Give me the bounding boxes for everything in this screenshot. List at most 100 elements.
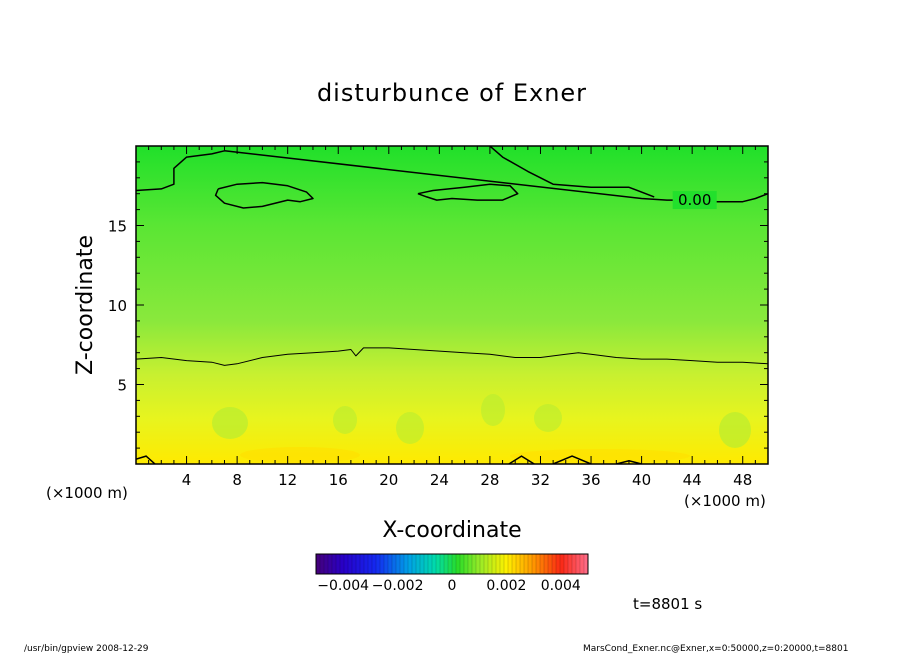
contour-line-bottom [508,455,535,464]
contour-line-bottom [552,455,592,464]
field-patch [333,406,357,434]
colorbar-cell [416,554,421,574]
colorbar-cell [352,554,357,574]
colorbar-cell [544,554,549,574]
colorbar-tick-label: −0.004 [317,578,369,594]
colorbar-cell [380,554,385,574]
colorbar-cell [340,554,345,574]
colorbar-cell [564,554,569,574]
colorbar-cell [472,554,477,574]
colorbar-cell [432,554,437,574]
y-axis-label: Z-coordinate [73,235,98,375]
colorbar-cell [488,554,493,574]
colorbar-cell [408,554,413,574]
colorbar-cell [524,554,529,574]
colorbar-cell [456,554,461,574]
field-patch [396,412,424,444]
colorbar-cell [552,554,557,574]
x-tick-label: 12 [278,471,297,489]
y-tick-label: 15 [108,218,127,236]
colorbar-cell [528,554,533,574]
colorbar-cell [520,554,525,574]
field-patch [534,404,562,432]
contour-label-gap [672,191,717,210]
colorbar-cell [360,554,365,574]
colorbar-cell [452,554,457,574]
colorbar-cell [392,554,397,574]
y-tick-labels: 5 10 15 [108,218,127,395]
x-tick-labels: 4 8 12 16 20 24 28 32 36 40 44 48 [182,471,752,489]
colorbar-frame [315,553,589,575]
colorbar-cell [424,554,429,574]
contour-label: 0.00 [678,191,711,209]
field-patches [212,394,751,463]
colorbar-cell [568,554,573,574]
colorbar-cell [584,554,589,574]
chart-title: disturbunce of Exner [317,79,587,107]
x-tick-label: 28 [480,471,499,489]
x-units-left: (×1000 m) [46,484,128,502]
contour-line-lower [136,347,768,366]
axis-ticks [136,146,768,464]
x-tick-label: 44 [683,471,702,489]
x-tick-label: 40 [632,471,651,489]
colorbar-cell [320,554,325,574]
colorbar-cell [580,554,585,574]
colorbar-cell [464,554,469,574]
colorbar-cell [548,554,553,574]
x-tick-label: 24 [430,471,449,489]
time-label: t=8801 s [633,595,702,613]
colorbar-cell [388,554,393,574]
colorbar-cell [492,554,497,574]
x-tick-label: 20 [379,471,398,489]
colorbar-cell [436,554,441,574]
field-patch [719,412,751,448]
colorbar-cell [448,554,453,574]
colorbar [315,554,589,574]
colorbar-cell [348,554,353,574]
colorbar-cell [536,554,541,574]
colorbar-cell [576,554,581,574]
colorbar-cell [412,554,417,574]
contour-blob-right [417,183,519,201]
x-tick-label: 48 [733,471,752,489]
field-patch [481,394,505,426]
colorbar-cell [384,554,389,574]
colorbar-tick-label: 0.002 [486,578,526,594]
colorbar-cell [400,554,405,574]
colorbar-cell [500,554,505,574]
colorbar-cell [516,554,521,574]
x-axis-label: X-coordinate [382,518,521,543]
colorbar-cell [484,554,489,574]
contour-blob-left [214,181,314,209]
contour-lines [136,146,768,464]
colorbar-cell [496,554,501,574]
colorbar-cell [368,554,373,574]
x-tick-label: 16 [329,471,348,489]
colorbar-tick-label: −0.002 [372,578,424,594]
colorbar-cell [404,554,409,574]
colorbar-cell [440,554,445,574]
contour-line-upper [136,150,768,203]
colorbar-cell [324,554,329,574]
contour-line-bottom [136,455,156,464]
x-tick-label: 32 [531,471,550,489]
plot-area [135,145,769,465]
x-tick-label: 36 [581,471,600,489]
colorbar-tick-label: 0.004 [541,578,581,594]
colorbar-cell [560,554,565,574]
colorbar-cell [460,554,465,574]
y-tick-label: 10 [108,297,127,315]
colorbar-cell [372,554,377,574]
x-tick-label: 8 [232,471,242,489]
footer-left: /usr/bin/gpview 2008-12-29 [24,644,149,654]
colorbar-cell [376,554,381,574]
colorbar-cell [396,554,401,574]
colorbar-cell [332,554,337,574]
colorbar-cell [476,554,481,574]
field-patch [510,449,690,463]
colorbar-cell [364,554,369,574]
colorbar-cell [316,554,321,574]
colorbar-cell [556,554,561,574]
